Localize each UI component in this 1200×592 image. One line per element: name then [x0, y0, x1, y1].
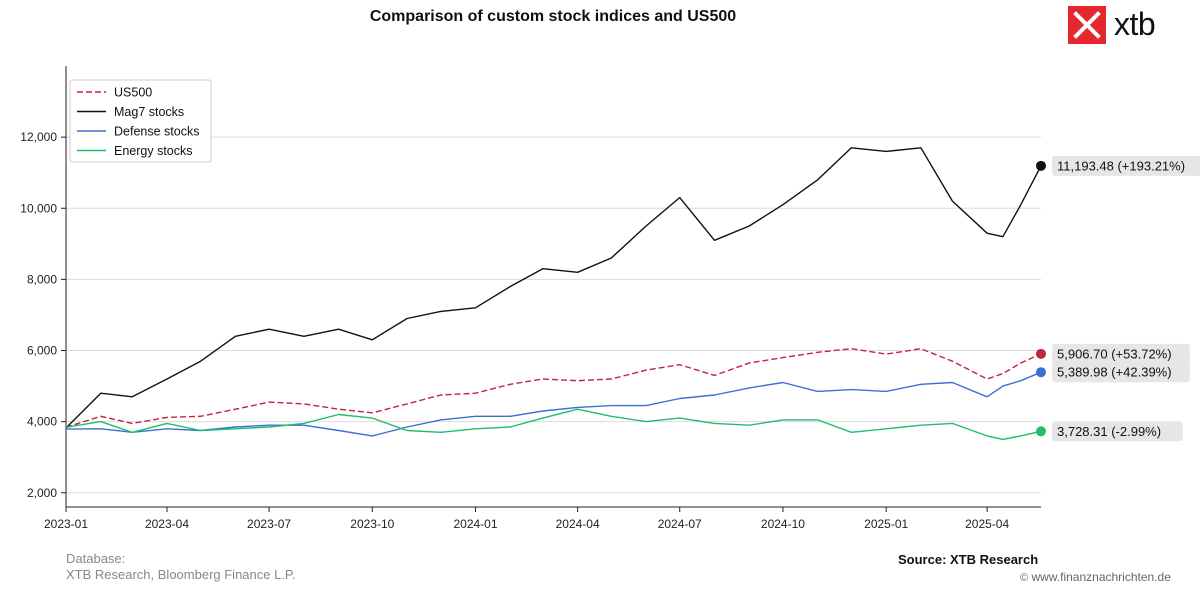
watermark-text: www.finanznachrichten.de: [1031, 570, 1171, 584]
x-tick-label: 2023-07: [247, 517, 291, 531]
end-label-box: [1052, 362, 1190, 383]
x-tick-label: 2024-10: [761, 517, 805, 531]
x-tick-label: 2024-07: [658, 517, 702, 531]
x-tick-label: 2023-10: [350, 517, 394, 531]
database-note: Database: XTB Research, Bloomberg Financ…: [66, 551, 296, 583]
x-tick-label: 2023-01: [44, 517, 88, 531]
source-note: Source: XTB Research: [898, 552, 1039, 567]
end-point-marker: [1036, 160, 1046, 171]
end-label: 11,193.48 (+193.21%): [1057, 158, 1185, 173]
end-point-marker: [1036, 426, 1046, 437]
y-tick-label: 4,000: [27, 415, 57, 429]
x-tick-label: 2025-01: [864, 517, 908, 531]
legend-label: US500: [114, 86, 152, 100]
y-tick-label: 6,000: [27, 344, 57, 358]
y-tick-label: 12,000: [20, 130, 57, 144]
end-point-marker: [1036, 367, 1046, 378]
end-label: 3,728.31 (-2.99%): [1057, 424, 1161, 439]
watermark: © www.finanznachrichten.de: [1020, 570, 1171, 584]
xtb-logo: xtb: [1068, 6, 1192, 46]
copyright-icon: ©: [1020, 572, 1029, 584]
end-label: 5,906.70 (+53.72%): [1057, 346, 1172, 361]
end-label-box: [1052, 155, 1200, 176]
database-value: XTB Research, Bloomberg Finance L.P.: [66, 567, 296, 582]
legend-label: Energy stocks: [114, 144, 193, 158]
series-line-us500: [65, 348, 1042, 428]
end-label-box: [1052, 421, 1183, 442]
xtb-logo-text: xtb: [1114, 6, 1156, 42]
series-line-defense-stocks: [65, 371, 1042, 437]
x-tick-label: 2024-04: [556, 517, 600, 531]
legend-label: Defense stocks: [114, 125, 199, 139]
end-point-marker: [1036, 348, 1046, 359]
x-tick-label: 2023-04: [145, 517, 189, 531]
series-line-energy-stocks: [65, 408, 1042, 441]
x-tick-label: 2025-04: [965, 517, 1009, 531]
series-line-mag7-stocks: [65, 147, 1042, 429]
y-tick-label: 8,000: [27, 272, 57, 286]
end-label-box: [1052, 343, 1190, 364]
legend-box: [69, 79, 212, 163]
xtb-logo-mark-icon: [1068, 6, 1106, 44]
y-tick-label: 2,000: [27, 486, 57, 500]
y-tick-label: 10,000: [20, 201, 57, 215]
chart-title: Comparison of custom stock indices and U…: [369, 8, 737, 25]
end-label: 5,389.98 (+42.39%): [1057, 365, 1172, 380]
x-tick-label: 2024-01: [453, 517, 497, 531]
database-label: Database:: [66, 551, 126, 566]
legend-label: Mag7 stocks: [114, 105, 184, 119]
